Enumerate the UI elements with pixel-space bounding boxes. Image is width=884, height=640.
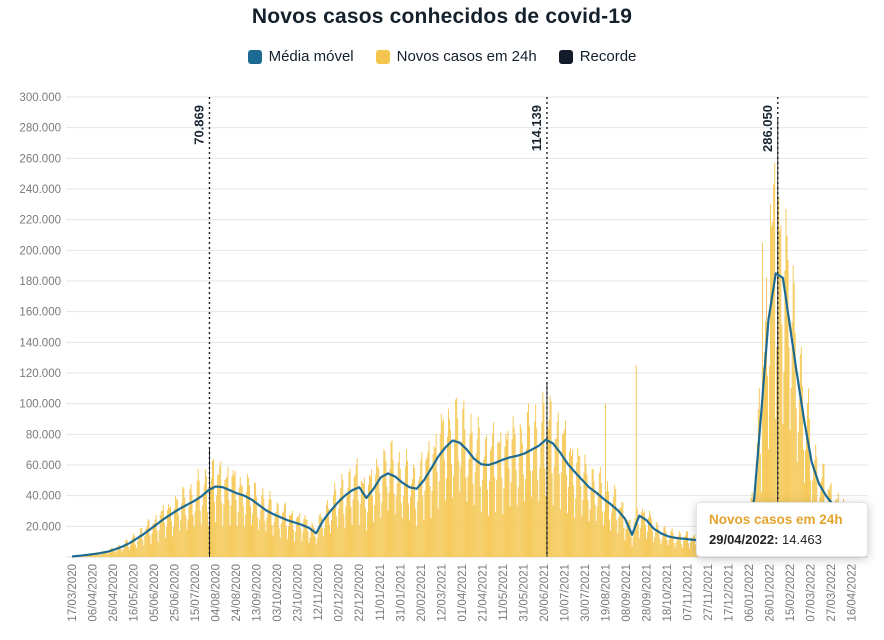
y-tick-label: 60.000 (26, 460, 61, 472)
x-tick-label: 26/04/2020 (108, 564, 120, 622)
x-tick-label: 16/04/2022 (847, 564, 859, 622)
x-tick-label: 30/07/2021 (580, 564, 592, 622)
x-tick-label: 03/10/2020 (272, 564, 284, 622)
page-title: Novos casos conhecidos de covid-19 (251, 5, 633, 28)
gridlines-layer: 20.000 40.000 60.000 80.000 100.000 120.000 14… (19, 92, 868, 558)
legend-label: Novos casos em 24h (396, 48, 537, 65)
y-tick-label: 140.000 (19, 337, 61, 349)
y-tick-label: 120.000 (19, 368, 61, 380)
y-tick-label: 180.000 (19, 276, 61, 288)
x-axis-labels: 17/03/2020 06/04/2020 26/04/2020 16/05/2020… (67, 564, 859, 622)
x-tick-label: 11/05/2021 (498, 564, 510, 621)
x-tick-label: 01/04/2021 (457, 564, 469, 622)
x-tick-label: 12/03/2021 (436, 564, 448, 622)
x-tick-label: 26/01/2022 (765, 564, 777, 622)
x-tick-label: 16/05/2020 (129, 564, 141, 622)
x-tick-label: 12/11/2020 (313, 564, 325, 621)
x-tick-label: 24/08/2020 (231, 564, 243, 622)
y-tick-label: 20.000 (26, 521, 61, 533)
record-value-label: 286.050 (760, 105, 775, 152)
x-tick-label: 25/06/2020 (170, 564, 182, 622)
x-tick-label: 28/09/2021 (641, 564, 653, 622)
y-tick-label: 40.000 (26, 491, 61, 503)
x-tick-label: 07/03/2022 (806, 564, 818, 622)
x-tick-label: 18/10/2021 (662, 564, 674, 622)
tooltip-date: 29/04/2022: (709, 532, 779, 547)
y-tick-label: 300.000 (19, 92, 61, 104)
x-tick-label: 27/03/2022 (826, 564, 838, 622)
x-tick-label: 27/11/2021 (703, 564, 715, 621)
record-value-label: 70.869 (191, 105, 206, 145)
legend: Média móvel Novos casos em 24h Recorde (0, 48, 884, 65)
x-tick-label: 13/09/2020 (252, 564, 264, 622)
y-tick-label: 200.000 (19, 245, 61, 257)
x-tick-label: 10/07/2021 (559, 564, 571, 622)
tooltip-title: Novos casos em 24h (709, 512, 843, 527)
x-tick-label: 21/04/2021 (477, 564, 489, 622)
x-tick-label: 17/12/2021 (724, 564, 736, 622)
tooltip-value: 14.463 (782, 532, 822, 547)
x-tick-label: 15/07/2020 (190, 564, 202, 622)
legend-label: Recorde (579, 48, 637, 65)
x-tick-label: 11/01/2021 (375, 564, 387, 621)
y-tick-label: 240.000 (19, 184, 61, 196)
x-tick-label: 23/10/2020 (293, 564, 305, 622)
legend-label: Média móvel (268, 48, 354, 65)
record-lines-layer: 70.869 114.139 286.050 (191, 97, 779, 557)
x-tick-label: 04/08/2020 (211, 564, 223, 622)
x-tick-label: 20/06/2021 (539, 564, 551, 622)
x-tick-label: 07/11/2021 (683, 564, 695, 621)
y-tick-label: 260.000 (19, 153, 61, 165)
tooltip: Novos casos em 24h 29/04/2022: 14.463 (696, 502, 868, 557)
y-tick-label: 220.000 (19, 215, 61, 227)
x-tick-label: 08/09/2021 (621, 564, 633, 622)
legend-swatch-icon (375, 49, 390, 64)
bars-layer[interactable] (71, 118, 866, 558)
legend-item-2[interactable]: Recorde (558, 48, 637, 65)
x-tick-label: 06/04/2020 (88, 564, 100, 622)
x-tick-label: 31/05/2021 (518, 564, 530, 622)
legend-swatch-icon (247, 49, 262, 64)
x-tick-label: 06/01/2022 (744, 564, 756, 622)
x-tick-label: 31/01/2021 (395, 564, 407, 622)
record-value-label: 114.139 (529, 105, 544, 151)
y-tick-label: 280.000 (19, 123, 61, 135)
x-tick-label: 15/02/2022 (785, 564, 797, 622)
y-tick-label: 80.000 (26, 429, 61, 441)
x-tick-label: 20/02/2021 (416, 564, 428, 622)
legend-item-0[interactable]: Média móvel (247, 48, 354, 65)
y-tick-label: 160.000 (19, 307, 61, 319)
x-tick-label: 22/12/2020 (354, 564, 366, 622)
legend-item-1[interactable]: Novos casos em 24h (375, 48, 537, 65)
legend-swatch-icon (558, 49, 573, 64)
x-tick-label: 05/06/2020 (149, 564, 161, 622)
tooltip-value-line: 29/04/2022: 14.463 (709, 532, 855, 547)
y-tick-label: 100.000 (19, 399, 61, 411)
x-tick-label: 02/12/2020 (334, 564, 346, 622)
x-tick-label: 19/08/2021 (600, 564, 612, 622)
x-tick-label: 17/03/2020 (67, 564, 79, 622)
